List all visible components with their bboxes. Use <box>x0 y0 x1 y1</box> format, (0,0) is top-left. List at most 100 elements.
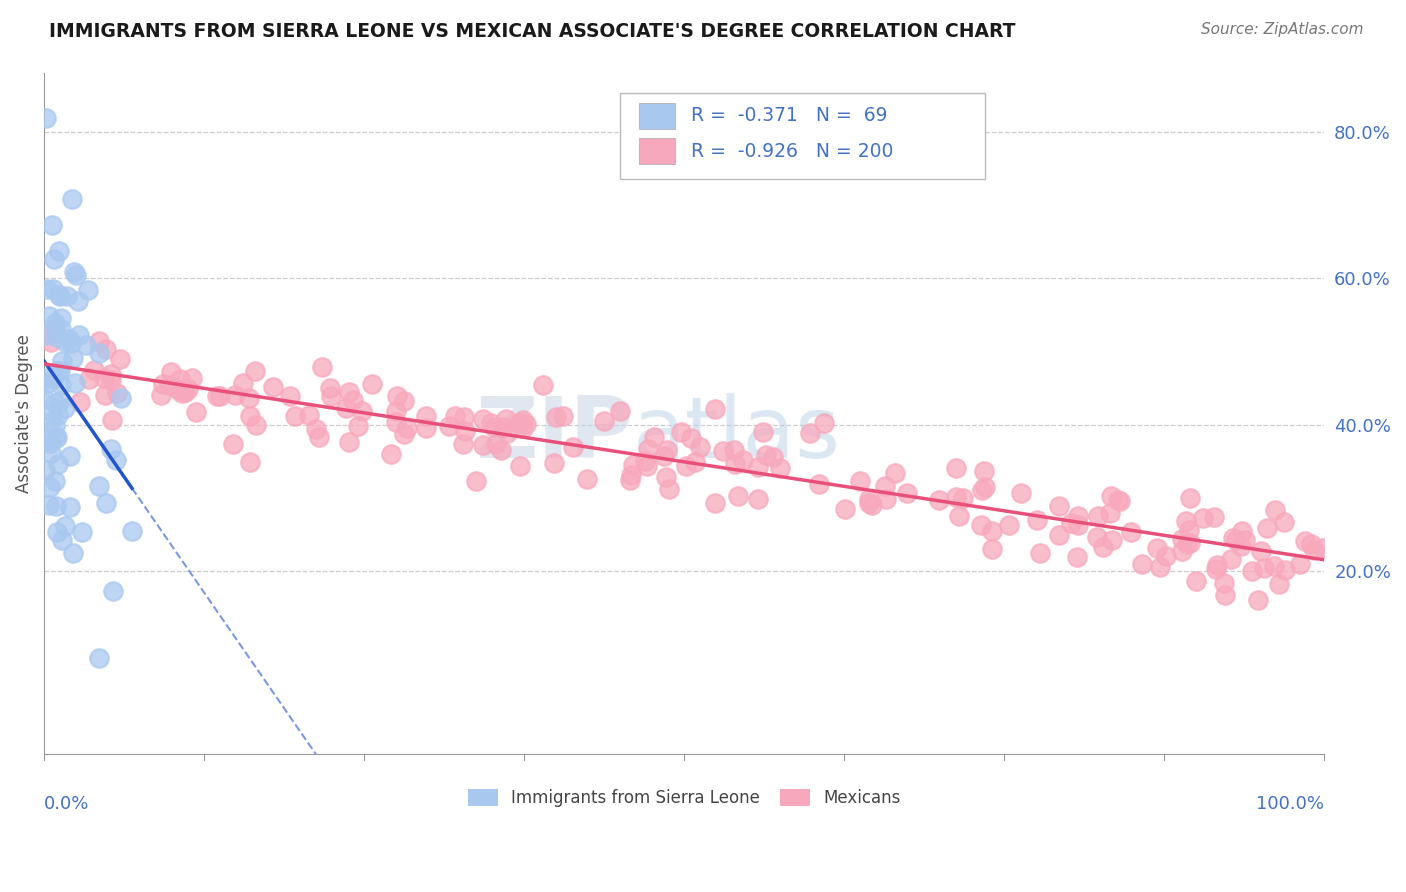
Point <box>110 351 132 366</box>
Point <box>1087 508 1109 523</box>
Point <box>636 459 658 474</box>
Point <box>752 425 775 439</box>
Point <box>1047 527 1070 541</box>
Point <box>1010 486 1032 500</box>
Point <box>49 289 72 303</box>
Point <box>41 218 63 232</box>
Point <box>51 311 73 326</box>
Point <box>471 411 494 425</box>
Point <box>1171 532 1194 546</box>
Point <box>1230 539 1253 553</box>
Point <box>45 500 67 514</box>
Point <box>45 430 67 444</box>
Point <box>1263 558 1285 573</box>
Point <box>479 416 502 430</box>
Point <box>39 415 62 429</box>
Point <box>669 425 692 440</box>
Point <box>35 377 58 392</box>
Point <box>485 437 508 451</box>
Point <box>1067 518 1090 533</box>
Point <box>1312 541 1334 556</box>
Point <box>484 420 506 434</box>
Point <box>342 393 364 408</box>
Point <box>769 461 792 475</box>
Point <box>1232 524 1254 539</box>
Point <box>762 450 785 464</box>
Point <box>46 524 69 539</box>
Point <box>1220 552 1243 566</box>
Point <box>1130 557 1153 571</box>
Point <box>1268 577 1291 591</box>
Point <box>335 401 357 415</box>
Point <box>34 112 56 126</box>
Point <box>858 491 880 506</box>
Point <box>70 525 93 540</box>
Point <box>860 499 883 513</box>
Point <box>65 376 87 390</box>
Point <box>304 422 326 436</box>
Point <box>1180 491 1202 505</box>
Point <box>224 387 246 401</box>
Point <box>1289 557 1312 571</box>
Point <box>884 466 907 480</box>
Point <box>637 442 659 456</box>
Point <box>45 431 67 445</box>
Point <box>232 376 254 391</box>
Point <box>52 334 75 348</box>
Point <box>44 320 66 334</box>
Text: IMMIGRANTS FROM SIERRA LEONE VS MEXICAN ASSOCIATE'S DEGREE CORRELATION CHART: IMMIGRANTS FROM SIERRA LEONE VS MEXICAN … <box>49 22 1015 41</box>
Point <box>77 371 100 385</box>
Point <box>1119 524 1142 539</box>
Point <box>1205 558 1227 572</box>
Point <box>66 293 89 308</box>
Point <box>508 416 530 430</box>
Point <box>655 442 678 457</box>
Point <box>1250 544 1272 558</box>
Point <box>969 517 991 532</box>
Point <box>41 405 63 419</box>
Point <box>683 455 706 469</box>
Point <box>703 402 725 417</box>
Point <box>100 368 122 382</box>
Point <box>675 458 697 473</box>
Point <box>51 533 73 548</box>
Point <box>807 476 830 491</box>
Point <box>1295 534 1317 549</box>
Point <box>551 409 574 424</box>
Point <box>512 413 534 427</box>
Point <box>239 455 262 469</box>
Point <box>437 418 460 433</box>
Point <box>723 443 745 458</box>
Point <box>1204 509 1226 524</box>
Point <box>392 426 415 441</box>
Point <box>813 416 835 430</box>
Point <box>35 434 58 449</box>
Point <box>655 469 678 483</box>
Y-axis label: Associate's Degree: Associate's Degree <box>15 334 32 493</box>
Point <box>1177 537 1199 551</box>
Point <box>1060 516 1083 530</box>
Point <box>492 419 515 434</box>
Point <box>62 546 84 560</box>
Point <box>150 388 173 402</box>
Point <box>858 496 880 510</box>
Point <box>96 342 118 356</box>
Point <box>1178 536 1201 550</box>
FancyBboxPatch shape <box>620 94 986 178</box>
Point <box>385 415 408 429</box>
Point <box>53 401 76 416</box>
Point <box>59 335 82 350</box>
Point <box>1303 543 1326 558</box>
Point <box>51 378 73 392</box>
Point <box>321 389 343 403</box>
Point <box>169 372 191 386</box>
Point <box>875 491 897 506</box>
Point <box>1185 574 1208 588</box>
Text: R =  -0.926   N = 200: R = -0.926 N = 200 <box>690 142 893 161</box>
Point <box>209 389 232 403</box>
Point <box>177 382 200 396</box>
Point <box>396 421 419 435</box>
Point <box>44 474 66 488</box>
Point <box>634 454 657 468</box>
Point <box>104 453 127 467</box>
